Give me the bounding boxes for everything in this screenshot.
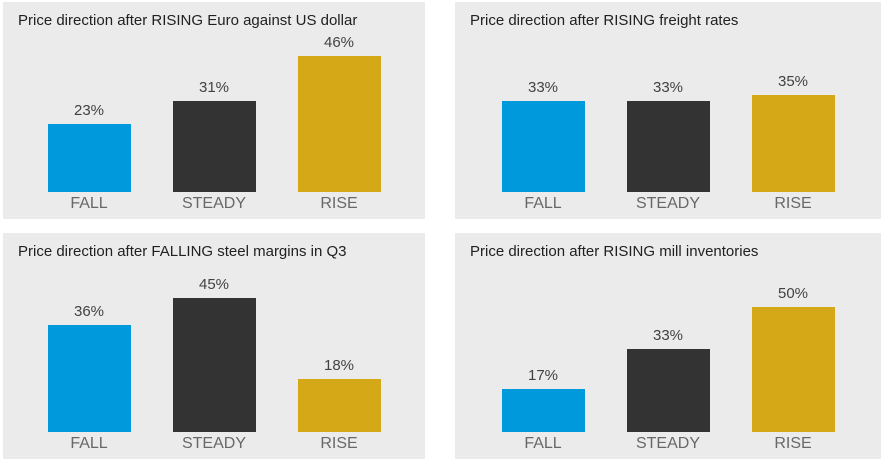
- bar-group-fall: 36%: [47, 303, 131, 432]
- plot-area: 36% 45% 18%: [3, 261, 425, 432]
- category-label-rise: RISE: [774, 195, 812, 212]
- bar-steady: [172, 101, 256, 192]
- bar-group-fall: 33%: [501, 79, 585, 192]
- bar-steady: [172, 298, 256, 432]
- bar-group-rise: 46%: [297, 34, 381, 192]
- bar-group-steady: 33%: [626, 79, 710, 192]
- bar-group-rise: 35%: [751, 73, 835, 192]
- bar-value-label: 50%: [777, 285, 809, 302]
- bar-group-steady: 45%: [172, 276, 256, 432]
- bar-group-steady: 33%: [626, 327, 710, 432]
- chart-title: Price direction after RISING Euro agains…: [18, 12, 358, 29]
- bar-group-rise: 50%: [751, 285, 835, 432]
- bar-group-rise: 18%: [297, 357, 381, 432]
- category-axis: FALL STEADY RISE: [3, 192, 425, 219]
- bar-value-label: 23%: [73, 102, 105, 119]
- bar-rise: [297, 56, 381, 192]
- bar-value-label: 18%: [323, 357, 355, 374]
- bar-value-label: 33%: [652, 327, 684, 344]
- bar-value-label: 36%: [73, 303, 105, 320]
- bar-rise: [751, 307, 835, 432]
- bar-fall: [501, 101, 585, 192]
- bar-fall: [47, 124, 131, 192]
- category-label-steady: STEADY: [181, 195, 246, 212]
- bar-steady: [626, 101, 710, 192]
- bar-value-label: 17%: [527, 367, 559, 384]
- category-axis: FALL STEADY RISE: [455, 192, 881, 219]
- chart-title: Price direction after RISING mill invent…: [470, 243, 759, 260]
- category-label-fall: FALL: [70, 435, 108, 452]
- bar-value-label: 45%: [198, 276, 230, 293]
- chart-title: Price direction after FALLING steel marg…: [18, 243, 347, 260]
- plot-area: 33% 33% 35%: [455, 30, 881, 192]
- category-label-steady: STEADY: [635, 195, 700, 212]
- bar-group-fall: 17%: [501, 367, 585, 432]
- category-label-rise: RISE: [774, 435, 812, 452]
- chart-panel-mill-inventories: Price direction after RISING mill invent…: [455, 233, 881, 459]
- plot-area: 17% 33% 50%: [455, 261, 881, 432]
- bar-fall: [47, 325, 131, 432]
- chart-panel-freight-rates: Price direction after RISING freight rat…: [455, 2, 881, 219]
- charts-grid: Price direction after RISING Euro agains…: [3, 2, 881, 459]
- category-axis: FALL STEADY RISE: [3, 432, 425, 459]
- bar-value-label: 35%: [777, 73, 809, 90]
- category-label-steady: STEADY: [635, 435, 700, 452]
- bar-value-label: 31%: [198, 79, 230, 96]
- category-label-fall: FALL: [524, 435, 562, 452]
- category-axis: FALL STEADY RISE: [455, 432, 881, 459]
- bar-group-fall: 23%: [47, 102, 131, 192]
- bar-value-label: 33%: [652, 79, 684, 96]
- category-label-steady: STEADY: [181, 435, 246, 452]
- category-label-rise: RISE: [320, 195, 358, 212]
- bar-value-label: 46%: [323, 34, 355, 51]
- bar-steady: [626, 349, 710, 432]
- bar-rise: [751, 95, 835, 192]
- category-label-fall: FALL: [524, 195, 562, 212]
- chart-panel-euro-dollar: Price direction after RISING Euro agains…: [3, 2, 425, 219]
- bar-fall: [501, 389, 585, 432]
- chart-title: Price direction after RISING freight rat…: [470, 12, 739, 29]
- category-label-rise: RISE: [320, 435, 358, 452]
- bar-group-steady: 31%: [172, 79, 256, 192]
- plot-area: 23% 31% 46%: [3, 30, 425, 192]
- chart-panel-steel-margins: Price direction after FALLING steel marg…: [3, 233, 425, 459]
- bar-rise: [297, 379, 381, 432]
- category-label-fall: FALL: [70, 195, 108, 212]
- bar-value-label: 33%: [527, 79, 559, 96]
